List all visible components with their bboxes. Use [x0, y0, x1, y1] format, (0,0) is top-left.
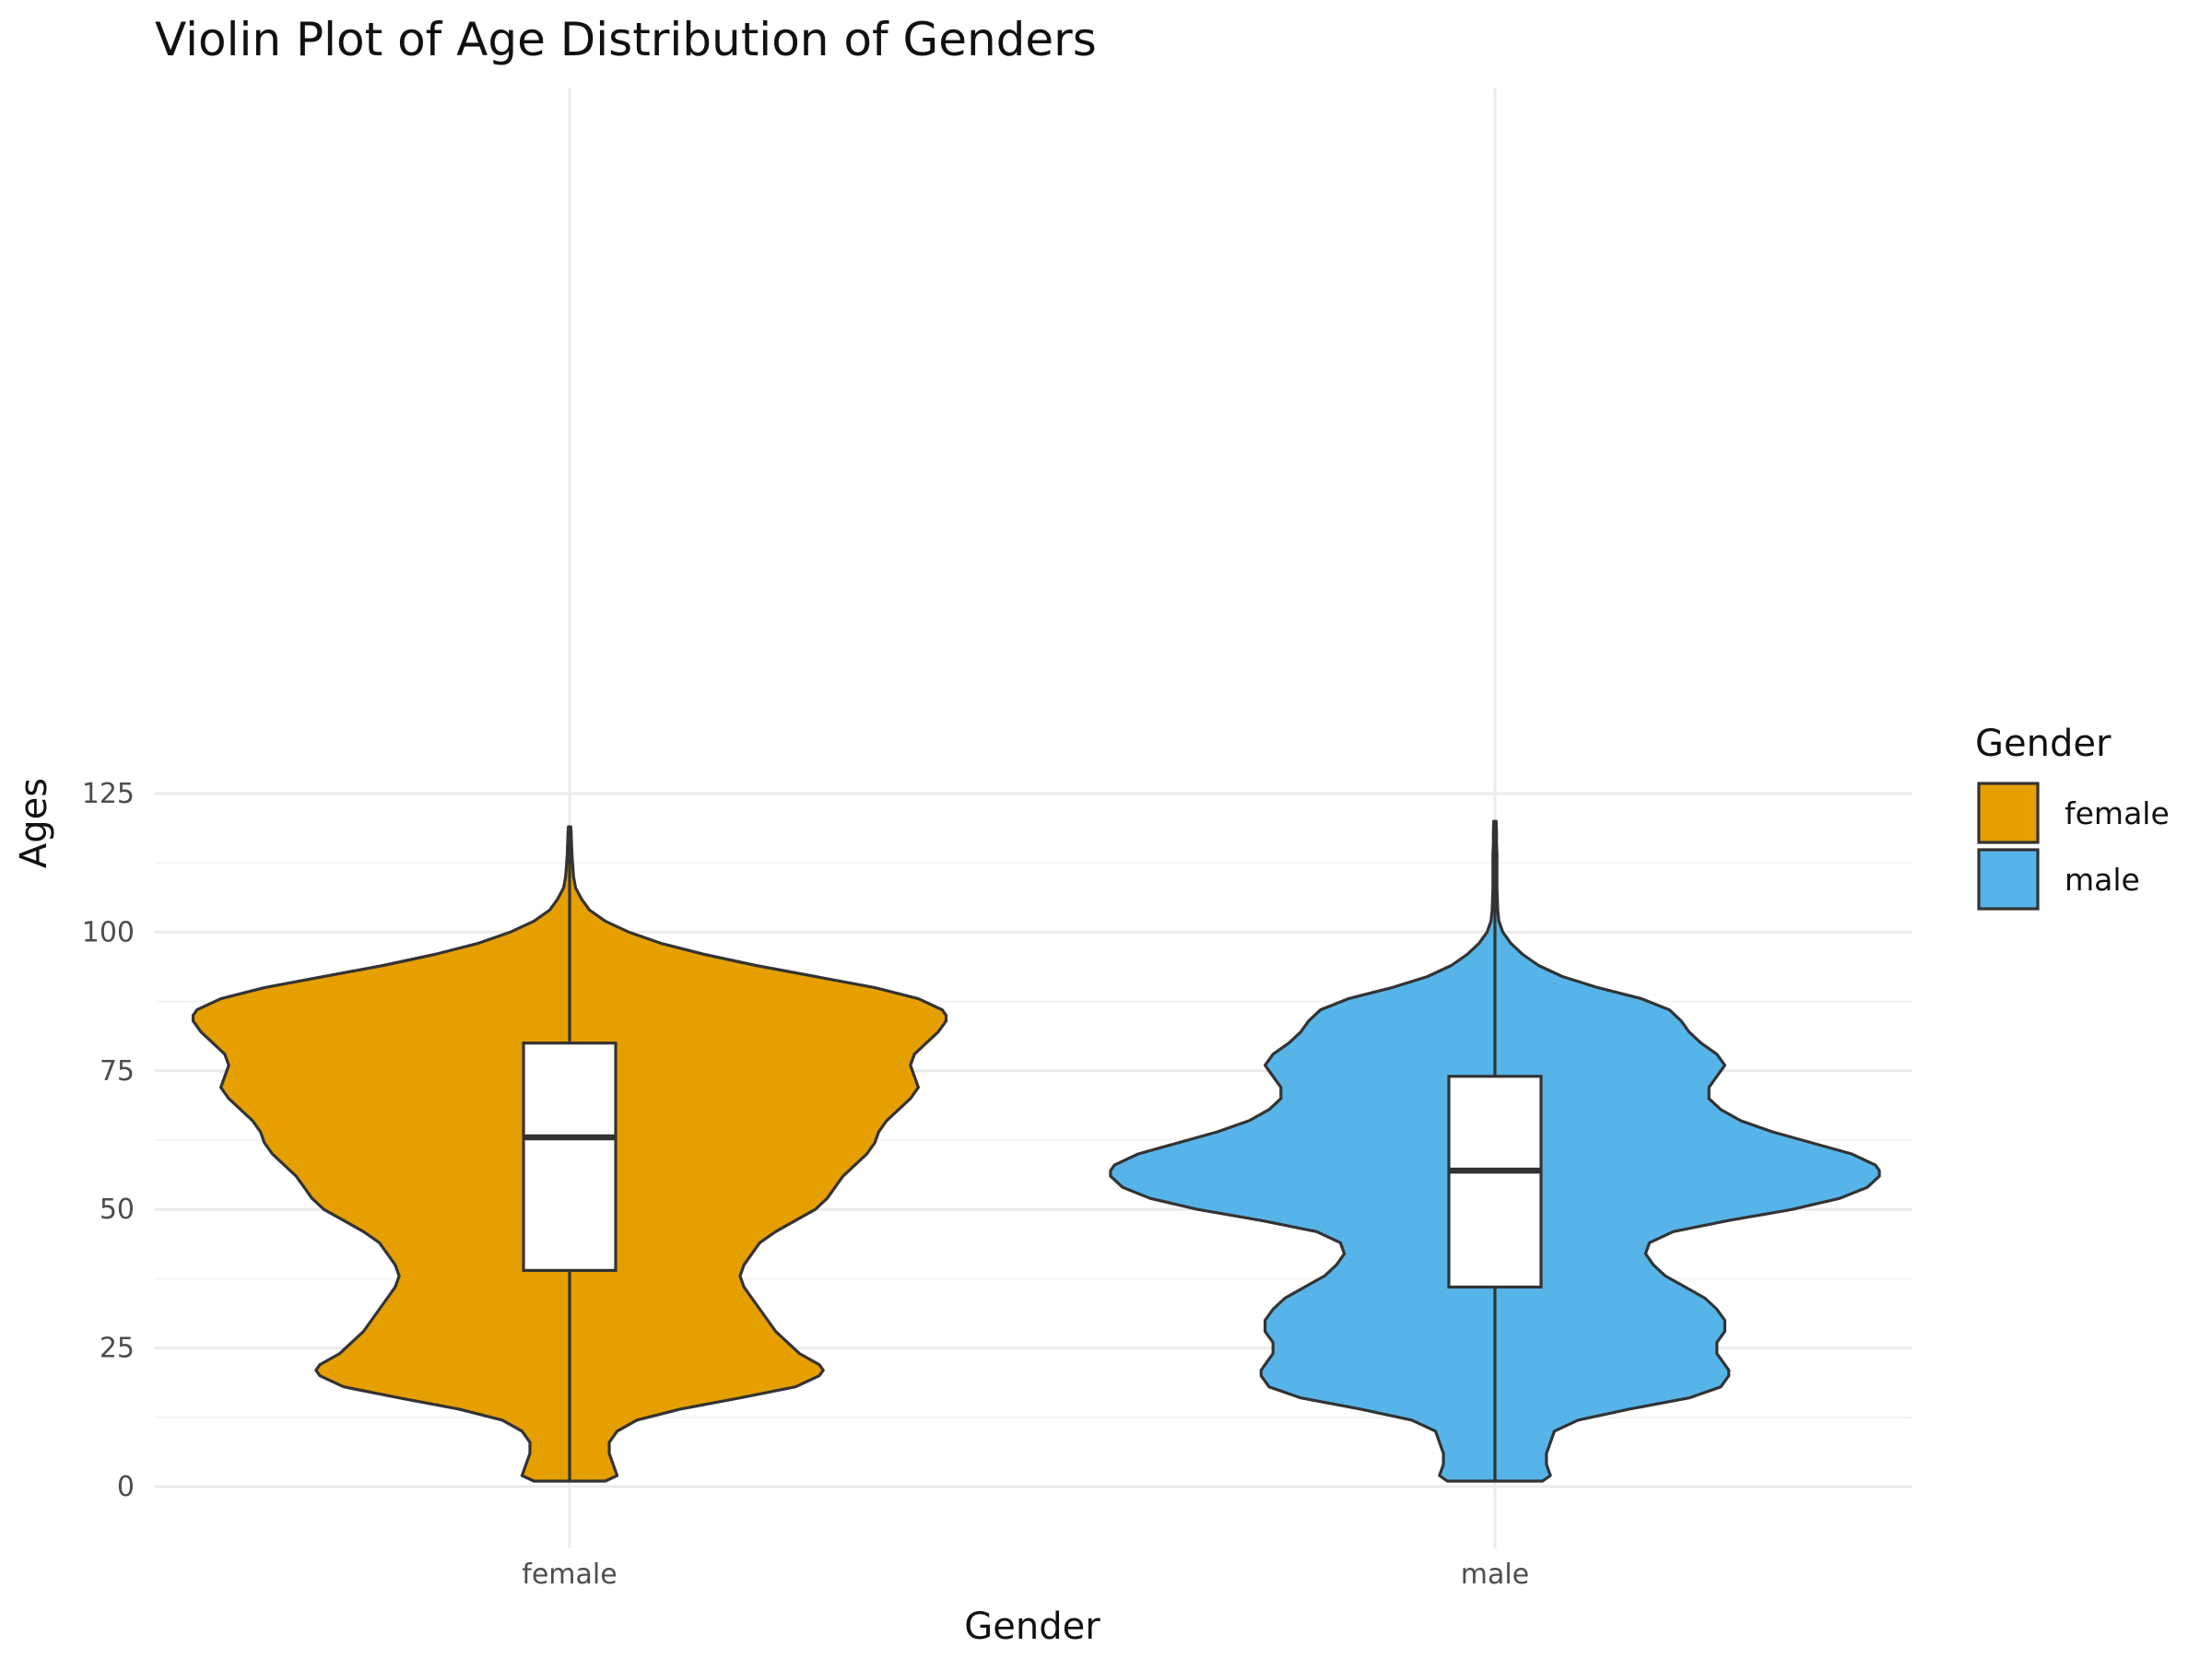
- legend: Gender female male: [1975, 723, 2170, 911]
- legend-title: Gender: [1975, 723, 2112, 765]
- y-tick-label: 100: [82, 916, 135, 948]
- chart-title: Violin Plot of Age Distribution of Gende…: [155, 13, 1097, 66]
- x-axis-ticks: female male: [522, 1559, 1529, 1591]
- y-tick-label: 125: [82, 778, 135, 810]
- legend-key-female: [1977, 782, 2040, 844]
- legend-label-female: female: [2065, 795, 2170, 831]
- y-tick-label: 0: [117, 1471, 135, 1503]
- legend-label-male: male: [2065, 862, 2140, 898]
- y-tick-label: 75: [100, 1055, 135, 1088]
- x-axis-title: Gender: [964, 1606, 1100, 1648]
- x-tick-label: female: [522, 1559, 617, 1591]
- y-axis-ticks: 0 25 50 75 100 125: [82, 778, 135, 1503]
- x-tick-label: male: [1461, 1559, 1529, 1591]
- y-axis-title: Ages: [13, 778, 55, 868]
- y-tick-label: 50: [100, 1194, 135, 1226]
- violins: [191, 819, 1881, 1483]
- legend-key-male: [1977, 848, 2040, 911]
- box-male: [1447, 1075, 1543, 1289]
- y-tick-label: 25: [100, 1333, 135, 1365]
- box-female: [522, 1041, 618, 1272]
